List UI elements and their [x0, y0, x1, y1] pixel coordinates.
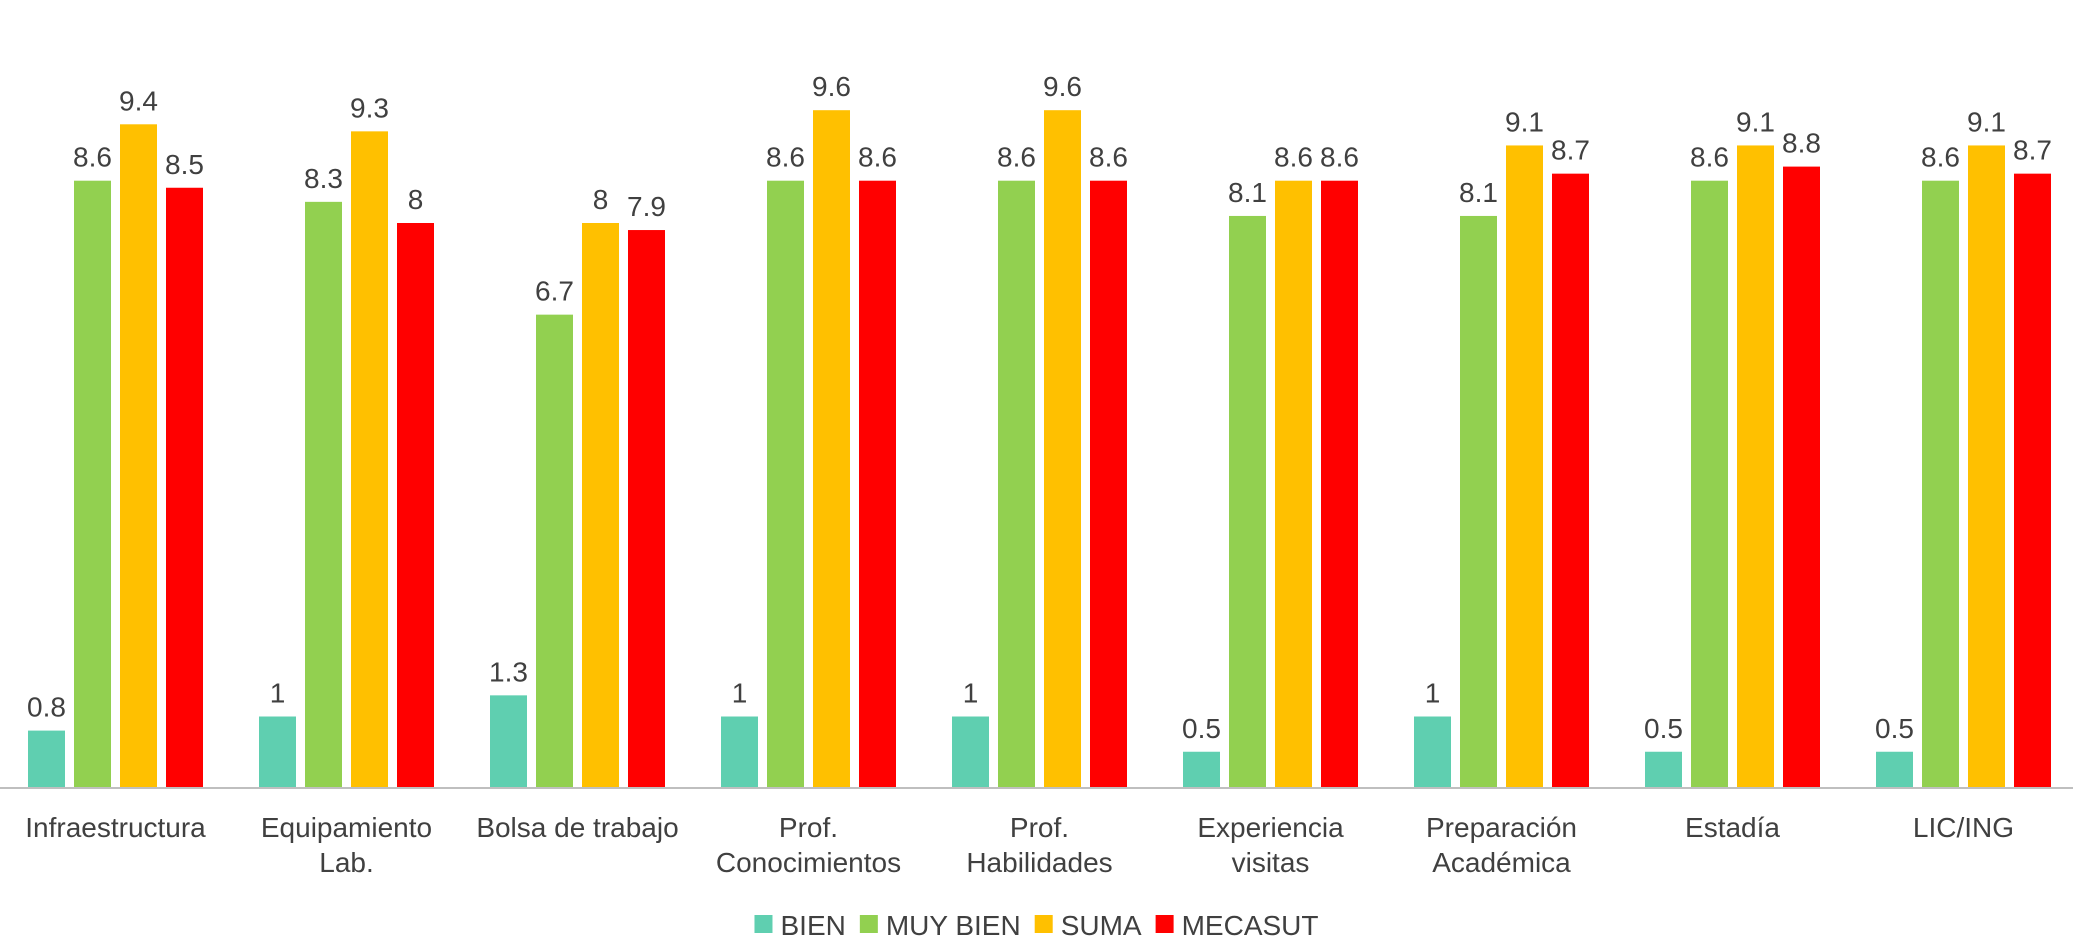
data-label-mecasut-equipamiento-lab: 8 — [408, 184, 424, 215]
data-label-mecasut-lic-ing: 8.7 — [2013, 135, 2052, 166]
legend-swatch-suma — [1034, 915, 1053, 933]
data-label-bien-preparacion-academica: 1 — [1425, 678, 1441, 709]
x-tick-label-bolsa-de-trabajo: Bolsa de trabajo — [476, 812, 678, 843]
data-label-bien-lic-ing: 0.5 — [1875, 713, 1914, 744]
bar-suma-preparacion-academica — [1506, 145, 1543, 787]
bar-muy-bien-estadia — [1691, 180, 1728, 787]
bar-bien-prof-habilidades — [952, 716, 989, 787]
bar-bien-preparacion-academica — [1414, 716, 1451, 787]
x-tick-labels: Infraestructura Equipamiento Lab. Bolsa de … — [25, 812, 2014, 878]
bar-mecasut-equipamiento-lab — [397, 223, 434, 787]
data-label-muy-bien-bolsa-de-trabajo: 6.7 — [535, 276, 574, 307]
bar-muy-bien-preparacion-academica — [1460, 215, 1497, 787]
legend-label-bien: BIEN — [780, 910, 845, 941]
bar-bien-experiencia-visitas — [1183, 751, 1220, 787]
bar-muy-bien-prof-habilidades — [998, 180, 1035, 787]
legend-swatch-bien — [754, 915, 773, 933]
data-label-muy-bien-infraestructura: 8.6 — [73, 142, 112, 173]
legend-swatch-muy-bien — [859, 915, 878, 933]
data-label-muy-bien-estadia: 8.6 — [1690, 142, 1729, 173]
bar-mecasut-experiencia-visitas — [1321, 180, 1358, 787]
data-label-mecasut-preparacion-academica: 8.7 — [1551, 135, 1590, 166]
data-labels-layer: 0.88.69.48.518.39.381.36.78 7.918.69.68.6… — [27, 71, 2052, 744]
bar-bien-estadia — [1645, 751, 1682, 787]
data-label-muy-bien-prof-habilidades: 8.6 — [997, 142, 1036, 173]
data-label-suma-estadia: 9.1 — [1736, 106, 1775, 137]
x-tick-label-infraestructura: Infraestructura — [25, 812, 206, 843]
x-tick-label-prof-habilidades: Prof. Habilidades — [966, 812, 1112, 878]
bar-suma-prof-conocimientos — [813, 110, 850, 787]
bar-muy-bien-bolsa-de-trabajo — [536, 314, 573, 787]
bar-suma-prof-habilidades — [1044, 110, 1081, 787]
data-label-suma-experiencia-visitas: 8.6 — [1274, 142, 1313, 173]
data-label-bien-bolsa-de-trabajo: 1.3 — [489, 656, 528, 687]
bar-mecasut-lic-ing — [2014, 173, 2051, 787]
data-label-mecasut-experiencia-visitas: 8.6 — [1320, 142, 1359, 173]
bar-suma-infraestructura — [120, 124, 157, 788]
bar-muy-bien-lic-ing — [1922, 180, 1959, 787]
bar-bien-lic-ing — [1876, 751, 1913, 787]
bar-mecasut-preparacion-academica — [1552, 173, 1589, 787]
bar-suma-equipamiento-lab — [351, 131, 388, 788]
bar-mecasut-bolsa-de-trabajo — [628, 230, 665, 788]
data-label-mecasut-bolsa-de-trabajo: 7.9 — [627, 191, 666, 222]
bar-muy-bien-equipamiento-lab — [305, 201, 342, 788]
data-label-suma-bolsa-de-trabajo: 8 — [593, 184, 609, 215]
bar-bien-infraestructura — [28, 730, 65, 787]
x-tick-label-preparacion-academica: Preparación Académica — [1426, 812, 1577, 878]
data-label-suma-preparacion-academica: 9.1 — [1505, 106, 1544, 137]
data-label-bien-infraestructura: 0.8 — [27, 692, 66, 723]
x-tick-label-experiencia-visitas: Experiencia visitas — [1197, 812, 1344, 878]
bar-bien-equipamiento-lab — [259, 716, 296, 787]
legend-label-suma: SUMA — [1061, 910, 1142, 941]
data-label-suma-equipamiento-lab: 9.3 — [350, 92, 389, 123]
bar-suma-lic-ing — [1968, 145, 2005, 787]
bars-layer — [28, 110, 2051, 788]
bar-suma-bolsa-de-trabajo — [582, 223, 619, 787]
bar-mecasut-infraestructura — [166, 187, 203, 787]
x-tick-label-lic-ing: LIC/ING — [1913, 812, 2014, 843]
legend-label-mecasut: MECASUT — [1182, 910, 1319, 941]
data-label-mecasut-prof-conocimientos: 8.6 — [858, 142, 897, 173]
data-label-bien-equipamiento-lab: 1 — [270, 678, 286, 709]
x-tick-label-estadia: Estadía — [1685, 812, 1780, 843]
data-label-mecasut-estadia: 8.8 — [1782, 128, 1821, 159]
bar-mecasut-estadia — [1783, 166, 1820, 788]
bar-suma-estadia — [1737, 145, 1774, 787]
bar-muy-bien-prof-conocimientos — [767, 180, 804, 787]
bar-suma-experiencia-visitas — [1275, 180, 1312, 787]
data-label-muy-bien-preparacion-academica: 8.1 — [1459, 177, 1498, 208]
bar-bien-prof-conocimientos — [721, 716, 758, 787]
legend-label-muy-bien: MUY BIEN — [886, 910, 1021, 941]
x-tick-label-equipamiento-lab: Equipamiento Lab. — [261, 812, 432, 878]
legend: BIEN MUY BIEN SUMA MECASUT — [754, 910, 1319, 941]
data-label-mecasut-infraestructura: 8.5 — [165, 149, 204, 180]
data-label-muy-bien-equipamiento-lab: 8.3 — [304, 163, 343, 194]
data-label-suma-lic-ing: 9.1 — [1967, 106, 2006, 137]
data-label-muy-bien-experiencia-visitas: 8.1 — [1228, 177, 1267, 208]
bar-bien-bolsa-de-trabajo — [490, 695, 527, 787]
legend-swatch-mecasut — [1155, 915, 1174, 933]
data-label-suma-infraestructura: 9.4 — [119, 85, 158, 116]
data-label-muy-bien-lic-ing: 8.6 — [1921, 142, 1960, 173]
bar-mecasut-prof-habilidades — [1090, 180, 1127, 787]
data-label-suma-prof-habilidades: 9.6 — [1043, 71, 1082, 102]
data-label-muy-bien-prof-conocimientos: 8.6 — [766, 142, 805, 173]
bar-mecasut-prof-conocimientos — [859, 180, 896, 787]
data-label-bien-prof-habilidades: 1 — [963, 678, 979, 709]
data-label-bien-prof-conocimientos: 1 — [732, 678, 748, 709]
data-label-mecasut-prof-habilidades: 8.6 — [1089, 142, 1128, 173]
bar-muy-bien-experiencia-visitas — [1229, 215, 1266, 787]
bar-muy-bien-infraestructura — [74, 180, 111, 787]
x-tick-label-prof-conocimientos: Prof. Conocimientos — [716, 812, 901, 878]
data-label-bien-estadia: 0.5 — [1644, 713, 1683, 744]
data-label-bien-experiencia-visitas: 0.5 — [1182, 713, 1221, 744]
data-label-suma-prof-conocimientos: 9.6 — [812, 71, 851, 102]
